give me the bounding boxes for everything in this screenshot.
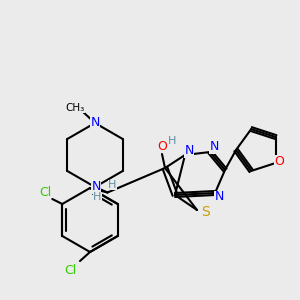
Text: Cl: Cl	[64, 263, 76, 277]
Text: H: H	[108, 179, 117, 190]
Text: S: S	[201, 205, 209, 219]
Text: O: O	[274, 155, 284, 168]
Text: N: N	[209, 140, 219, 154]
Text: Cl: Cl	[39, 187, 51, 200]
Text: N: N	[184, 145, 194, 158]
Text: N: N	[214, 190, 224, 203]
Text: CH₃: CH₃	[65, 103, 85, 113]
Text: O: O	[157, 140, 167, 152]
Text: H: H	[93, 193, 102, 202]
Text: N: N	[90, 116, 100, 130]
Text: N: N	[91, 181, 101, 194]
Text: H: H	[168, 136, 176, 146]
